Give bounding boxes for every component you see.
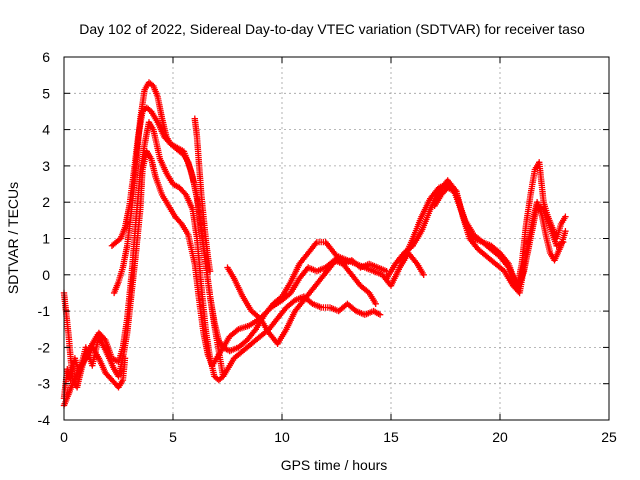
y-tick-label: 3 xyxy=(42,158,50,174)
series-track-10 xyxy=(431,184,567,293)
x-tick-label: 15 xyxy=(383,429,399,445)
data-point-markers xyxy=(191,115,214,275)
axis-ticks xyxy=(63,56,610,421)
series-track-6 xyxy=(191,115,214,275)
x-tick-labels: 0 5 10 15 20 25 xyxy=(60,429,617,445)
y-tick-labels: -4 -3 -2 -1 0 1 2 3 4 5 6 xyxy=(38,49,51,428)
y-tick-label: -3 xyxy=(38,376,51,392)
data-point-markers xyxy=(108,104,379,355)
x-axis-title: GPS time / hours xyxy=(281,457,388,473)
y-tick-label: -4 xyxy=(38,412,51,428)
y-tick-label: 1 xyxy=(42,231,50,247)
data-point-markers xyxy=(431,184,567,293)
data-points xyxy=(60,79,569,409)
x-tick-label: 10 xyxy=(274,429,290,445)
y-tick-label: 5 xyxy=(42,85,50,101)
y-tick-label: -1 xyxy=(38,303,51,319)
x-tick-label: 5 xyxy=(169,429,177,445)
y-tick-label: 4 xyxy=(42,122,50,138)
y-tick-label: 2 xyxy=(42,194,50,210)
x-tick-label: 0 xyxy=(60,429,68,445)
y-tick-label: -2 xyxy=(38,339,51,355)
x-tick-label: 25 xyxy=(601,429,617,445)
series-track-5 xyxy=(110,79,227,380)
data-point-markers xyxy=(110,79,227,380)
y-tick-label: 6 xyxy=(42,49,50,65)
chart-title: Day 102 of 2022, Sidereal Day-to-day VTE… xyxy=(79,21,585,37)
y-tick-label: 0 xyxy=(42,267,50,283)
y-axis-title: SDTVAR / TECUs xyxy=(5,182,21,294)
series-track-4 xyxy=(108,104,379,355)
x-tick-label: 20 xyxy=(492,429,508,445)
